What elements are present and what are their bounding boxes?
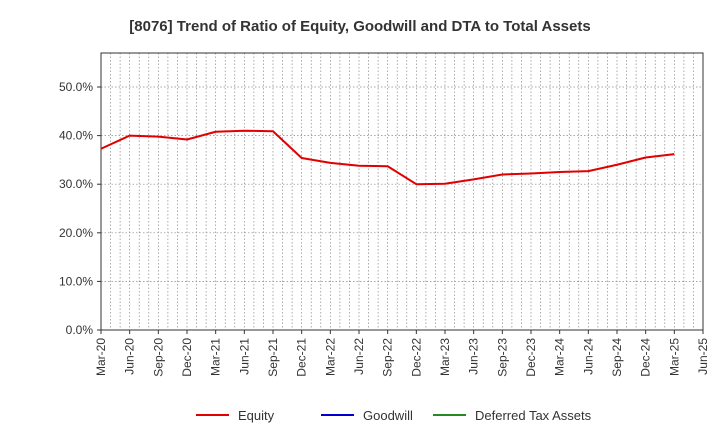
x-tick-label: Sep-24 [610, 338, 624, 377]
x-tick-label: Sep-23 [495, 338, 509, 377]
x-tick-label: Mar-20 [94, 338, 108, 376]
x-tick-label: Sep-22 [381, 338, 395, 377]
y-tick-label: 10.0% [59, 274, 93, 288]
x-tick-label: Jun-25 [696, 338, 710, 375]
x-tick-label: Dec-23 [524, 338, 538, 377]
x-tick-label: Sep-21 [266, 338, 280, 377]
chart-title: [8076] Trend of Ratio of Equity, Goodwil… [129, 18, 590, 35]
x-tick-label: Dec-21 [295, 338, 309, 377]
legend-label: Goodwill [363, 408, 413, 423]
legend-label: Equity [238, 408, 275, 423]
y-tick-label: 40.0% [59, 129, 93, 143]
grid [101, 53, 703, 330]
x-tick-label: Mar-21 [209, 338, 223, 376]
x-tick-label: Jun-20 [123, 338, 137, 375]
x-tick-label: Mar-23 [438, 338, 452, 376]
series-line-equity [100, 129, 675, 186]
y-tick-label: 30.0% [59, 177, 93, 191]
series [100, 129, 675, 186]
x-tick-label: Dec-20 [180, 338, 194, 377]
x-tick-label: Mar-24 [553, 338, 567, 376]
x-tick-label: Mar-22 [323, 338, 337, 376]
x-tick-label: Dec-24 [639, 338, 653, 377]
x-tick-label: Sep-20 [151, 338, 165, 377]
x-tick-label: Mar-25 [667, 338, 681, 376]
axes: 0.0% 10.0% 20.0% 30.0% 40.0% 50.0% Mar-20 Jun-2… [59, 52, 710, 377]
legend-label: Deferred Tax Assets [475, 408, 592, 423]
x-tick-label: Jun-24 [581, 338, 595, 375]
y-tick-label: 0.0% [66, 323, 94, 337]
y-tick-label: 20.0% [59, 226, 93, 240]
x-tick-label: Jun-22 [352, 338, 366, 375]
x-tick-label: Dec-22 [409, 338, 423, 377]
x-tick-label: Jun-21 [237, 338, 251, 375]
x-tick-label: Jun-23 [467, 338, 481, 375]
y-tick-label: 50.0% [59, 80, 93, 94]
plot-frame [100, 52, 704, 331]
legend: Equity Goodwill Deferred Tax Assets [196, 408, 592, 423]
